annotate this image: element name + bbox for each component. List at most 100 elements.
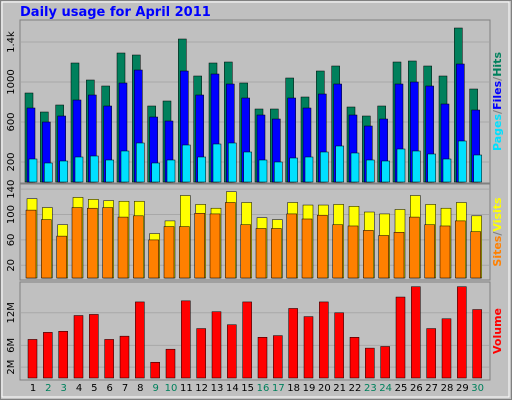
x-tick-label: 25 (395, 383, 408, 394)
x-tick-label: 28 (441, 383, 454, 394)
x-tick-label: 20 (318, 383, 331, 394)
bar (165, 348, 176, 379)
x-tick-label: 1 (30, 383, 36, 394)
bar (470, 231, 481, 279)
bar (301, 218, 313, 279)
bar (349, 336, 360, 379)
bar (288, 308, 298, 379)
bar (335, 145, 344, 183)
x-tick-label: 8 (137, 383, 143, 394)
bar (136, 142, 145, 183)
bar (442, 158, 452, 183)
bar (366, 159, 375, 183)
bar (182, 144, 191, 183)
bar (71, 207, 83, 279)
x-tick-label: 29 (456, 383, 469, 394)
bar (87, 207, 98, 279)
bar (320, 151, 329, 183)
legend-separator: / (491, 76, 504, 81)
x-tick-label: 2 (45, 383, 51, 394)
bar (365, 347, 375, 379)
bar (194, 213, 205, 279)
bar (396, 148, 406, 183)
bar (41, 219, 52, 279)
bar (240, 224, 251, 279)
bar (212, 143, 222, 183)
bar (332, 224, 343, 279)
bar (104, 339, 114, 379)
bar (317, 214, 328, 279)
bar (150, 361, 160, 379)
x-tick-label: 23 (364, 383, 377, 394)
x-tick-label: 30 (471, 383, 484, 394)
bar (44, 162, 53, 183)
chart-title: Daily usage for April 2011 (20, 5, 211, 20)
x-tick-label: 26 (410, 383, 423, 394)
bar (148, 239, 159, 279)
bar (133, 215, 144, 279)
bar (258, 159, 268, 183)
legend-entry: Files (491, 80, 504, 110)
bar (409, 216, 420, 279)
bar (286, 213, 297, 279)
legend-entry: Volume (491, 308, 504, 354)
bar (255, 228, 267, 279)
bar (271, 228, 282, 279)
bar (426, 328, 436, 379)
y-tick-label: 100 (6, 205, 17, 224)
bar (257, 336, 268, 379)
bar (289, 157, 298, 183)
bar (59, 160, 68, 183)
bar (43, 332, 53, 379)
y-tick-label: 12M (6, 302, 17, 323)
bar (363, 230, 374, 279)
legend: Pages/Files/Hits (491, 52, 504, 151)
bar (427, 153, 436, 183)
x-tick-label: 27 (425, 383, 438, 394)
bar (58, 331, 68, 379)
y-tick-label: 20 (6, 259, 17, 272)
y-tick-label: 1.4k (6, 31, 17, 53)
bar (319, 301, 329, 379)
bar (135, 301, 145, 379)
x-tick-label: 21 (333, 383, 346, 394)
legend: Volume (491, 308, 504, 354)
legend-entry: Pages (491, 113, 504, 151)
x-tick-label: 11 (180, 383, 193, 394)
bar (303, 316, 314, 379)
bar (304, 156, 314, 183)
bar (242, 301, 252, 379)
bar (211, 311, 222, 379)
bar (228, 142, 237, 183)
bar (25, 209, 37, 279)
bar (458, 140, 467, 183)
bar (380, 346, 390, 379)
bar (120, 150, 130, 183)
bar (395, 296, 406, 379)
x-tick-label: 10 (165, 383, 178, 394)
bar (227, 324, 237, 379)
bar (119, 335, 130, 379)
bar (74, 156, 84, 183)
bar (347, 225, 359, 279)
x-tick-label: 6 (106, 383, 112, 394)
y-tick-label: 200 (6, 152, 17, 171)
legend-entry: Sites (491, 235, 504, 266)
bar (209, 213, 221, 279)
x-tick-label: 24 (379, 383, 392, 394)
y-tick-label: 140 (6, 180, 17, 199)
bar (424, 224, 435, 279)
legend-entry: Visits (491, 197, 504, 232)
y-tick-label: 2M (6, 360, 17, 375)
x-tick-label: 3 (60, 383, 66, 394)
bar (179, 226, 190, 279)
bar (472, 309, 482, 379)
x-tick-label: 18 (287, 383, 300, 394)
bar (274, 161, 283, 183)
bar (381, 160, 390, 183)
x-tick-label: 22 (349, 383, 362, 394)
bar (181, 300, 191, 379)
bar (455, 220, 466, 279)
bar (73, 315, 84, 379)
